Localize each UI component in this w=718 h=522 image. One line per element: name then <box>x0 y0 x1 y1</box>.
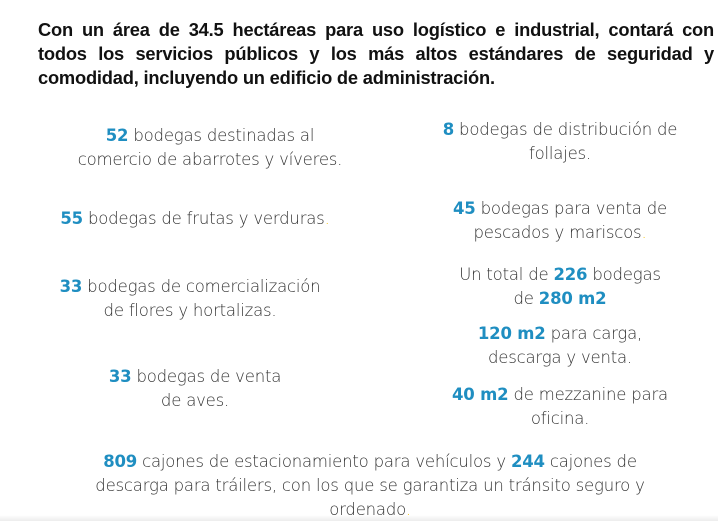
highlight-number: 280 m2 <box>538 289 607 308</box>
highlight-number: 244 <box>510 452 545 471</box>
block-text: bodegas de venta <box>131 367 282 386</box>
block-text: ordenado <box>329 500 406 519</box>
highlight-number: 33 <box>59 277 83 296</box>
highlight-number: 226 <box>553 265 588 284</box>
block-text: de mezzanine para <box>508 385 668 404</box>
block-text: bodegas de frutas y verduras <box>82 209 325 228</box>
highlight-number: 52 <box>105 126 129 145</box>
highlight-number: 40 m2 <box>452 385 509 404</box>
block-estacionamiento: 809 cajones de estacionamiento para vehí… <box>20 450 718 522</box>
block-text: bodegas <box>587 265 661 284</box>
block-text: oficina. <box>530 409 590 428</box>
highlight-number: 55 <box>60 209 83 228</box>
block-mezzanine: 40 m2 de mezzanine para oficina. <box>410 383 710 431</box>
block-text: descarga para tráilers, con los que se g… <box>95 476 645 495</box>
highlight-number: 809 <box>103 452 138 471</box>
accent-dot: . <box>641 223 647 242</box>
block-aves: 33 bodegas de venta de aves. <box>40 365 350 413</box>
block-text: bodegas de distribución de <box>454 120 678 139</box>
block-text: bodegas para venta de <box>475 199 668 218</box>
block-frutas: 55 bodegas de frutas y verduras. <box>30 207 360 231</box>
highlight-number: 8 <box>442 120 454 139</box>
block-abarrotes: 52 bodegas destinadas al comercio de abar… <box>40 124 380 172</box>
highlight-number: 33 <box>108 367 132 386</box>
block-text: para carga, <box>545 324 643 343</box>
block-pescados: 45 bodegas para venta de pescados y maris… <box>410 197 710 245</box>
block-text: cajones de estacionamiento para vehículo… <box>137 452 511 471</box>
block-follajes: 8 bodegas de distribución de follajes. <box>410 118 710 166</box>
block-text: pescados y mariscos <box>473 223 642 242</box>
block-text: bodegas de comercialización <box>82 277 321 296</box>
block-total: Un total de 226 bodegas de 280 m2 <box>410 263 710 311</box>
bottom-edge <box>0 515 718 521</box>
block-flores: 33 bodegas de comercialización de flores … <box>20 275 360 323</box>
block-text: Un total de <box>459 265 554 284</box>
block-text: de aves. <box>160 391 230 410</box>
accent-dot: . <box>324 209 330 228</box>
block-text: cajones de <box>544 452 637 471</box>
block-text: comercio de abarrotes y víveres. <box>77 150 343 169</box>
accent-dot: . <box>405 500 411 519</box>
highlight-number: 45 <box>452 199 476 218</box>
block-text: descarga y venta. <box>488 348 632 367</box>
block-text: follajes. <box>529 144 591 163</box>
block-text: bodegas destinadas al <box>128 126 315 145</box>
block-text: de <box>513 289 539 308</box>
intro-paragraph: Con un área de 34.5 hectáreas para uso l… <box>38 19 714 88</box>
block-carga: 120 m2 para carga, descarga y venta. <box>410 322 710 370</box>
highlight-number: 120 m2 <box>477 324 546 343</box>
block-text: de flores y hortalizas. <box>103 301 277 320</box>
